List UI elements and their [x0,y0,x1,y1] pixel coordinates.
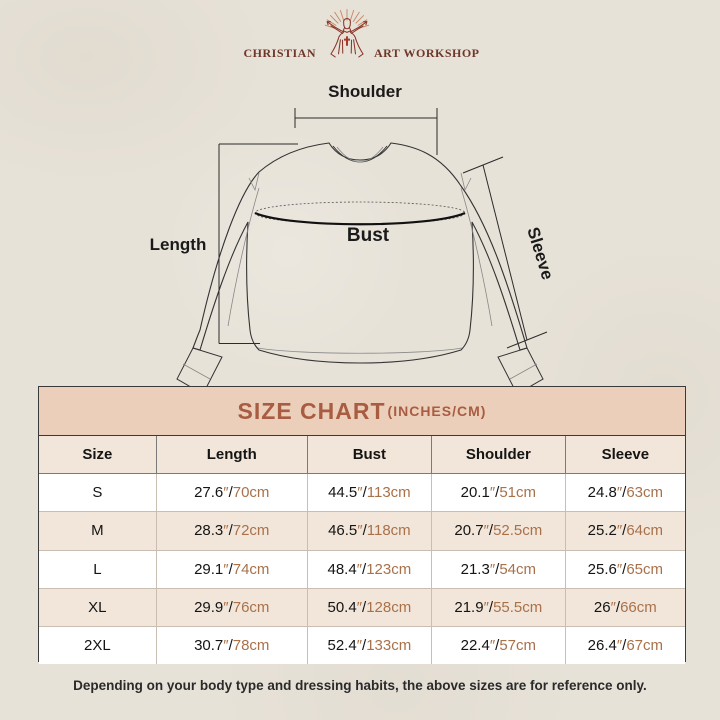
svg-text:Length: Length [150,235,207,254]
svg-text:Bust: Bust [347,225,390,246]
svg-text:Sleeve: Sleeve [523,225,557,282]
svg-text:Shoulder: Shoulder [328,82,402,101]
